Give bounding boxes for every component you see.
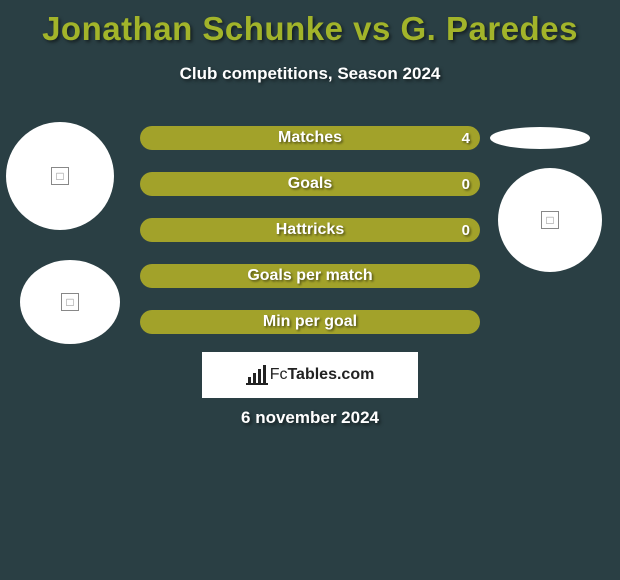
stat-row: Hattricks0	[140, 218, 480, 242]
stat-row: Goals per match	[140, 264, 480, 288]
comparison-bars: Matches4 Goals0 Hattricks0 Goals per match M…	[140, 126, 480, 356]
page-subtitle: Club competitions, Season 2024	[0, 64, 620, 84]
stat-value-player2: 4	[462, 126, 470, 150]
source-badge: FcTables.com	[202, 352, 418, 398]
stat-bar-player2	[310, 310, 480, 334]
brand-text: FcTables.com	[270, 366, 375, 384]
stat-bar-player2	[310, 264, 480, 288]
player2-avatar: □	[498, 168, 602, 272]
stat-row: Goals0	[140, 172, 480, 196]
stat-row: Min per goal	[140, 310, 480, 334]
image-placeholder-icon: □	[51, 167, 69, 185]
player1-avatar-secondary: □	[20, 260, 120, 344]
player1-avatar: □	[6, 122, 114, 230]
page-title: Jonathan Schunke vs G. Paredes	[0, 0, 620, 48]
bar-chart-icon	[246, 365, 268, 385]
decorative-ellipse	[490, 127, 590, 149]
stat-value-player2: 0	[462, 218, 470, 242]
image-placeholder-icon: □	[541, 211, 559, 229]
stat-bar-player2	[310, 218, 480, 242]
stat-bar-player2	[140, 126, 480, 150]
stat-bar-player1	[140, 264, 310, 288]
stat-row: Matches4	[140, 126, 480, 150]
stat-bar-player1	[140, 310, 310, 334]
stat-value-player2: 0	[462, 172, 470, 196]
image-placeholder-icon: □	[61, 293, 79, 311]
stat-bar-player1	[140, 172, 310, 196]
stat-bar-player1	[140, 218, 310, 242]
stat-bar-player2	[310, 172, 480, 196]
date-text: 6 november 2024	[0, 408, 620, 428]
